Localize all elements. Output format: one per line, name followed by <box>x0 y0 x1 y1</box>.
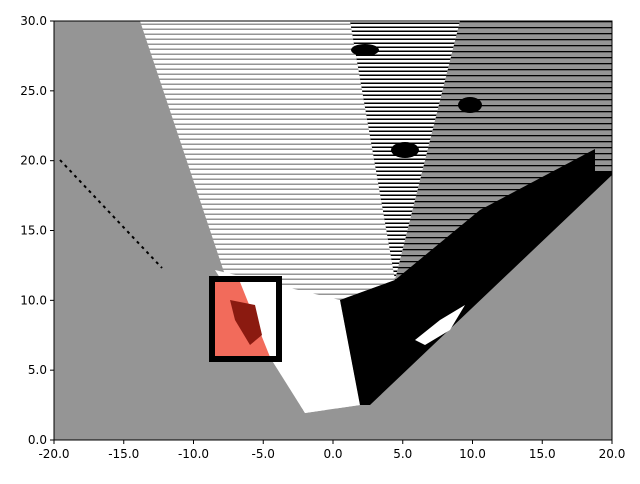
x-tick-label: -15.0 <box>108 447 139 461</box>
map-image <box>54 21 612 440</box>
x-tick-label: 5.0 <box>393 447 412 461</box>
x-tick-label: 10.0 <box>459 447 486 461</box>
y-tick-label: 20.0 <box>20 154 47 168</box>
y-tick-label: 15.0 <box>20 224 47 238</box>
x-tick-label: 0.0 <box>323 447 342 461</box>
x-tick-label: -5.0 <box>252 447 275 461</box>
x-tick-label: -20.0 <box>38 447 69 461</box>
y-tick-label: 5.0 <box>28 363 47 377</box>
x-tick-label: 20.0 <box>599 447 626 461</box>
y-tick-label: 30.0 <box>20 14 47 28</box>
y-tick-label: 10.0 <box>20 293 47 307</box>
x-tick-label: -10.0 <box>178 447 209 461</box>
y-tick-label: 0.0 <box>28 433 47 447</box>
highlight-box <box>209 276 282 362</box>
x-tick-label: 15.0 <box>529 447 556 461</box>
y-tick-label: 25.0 <box>20 84 47 98</box>
